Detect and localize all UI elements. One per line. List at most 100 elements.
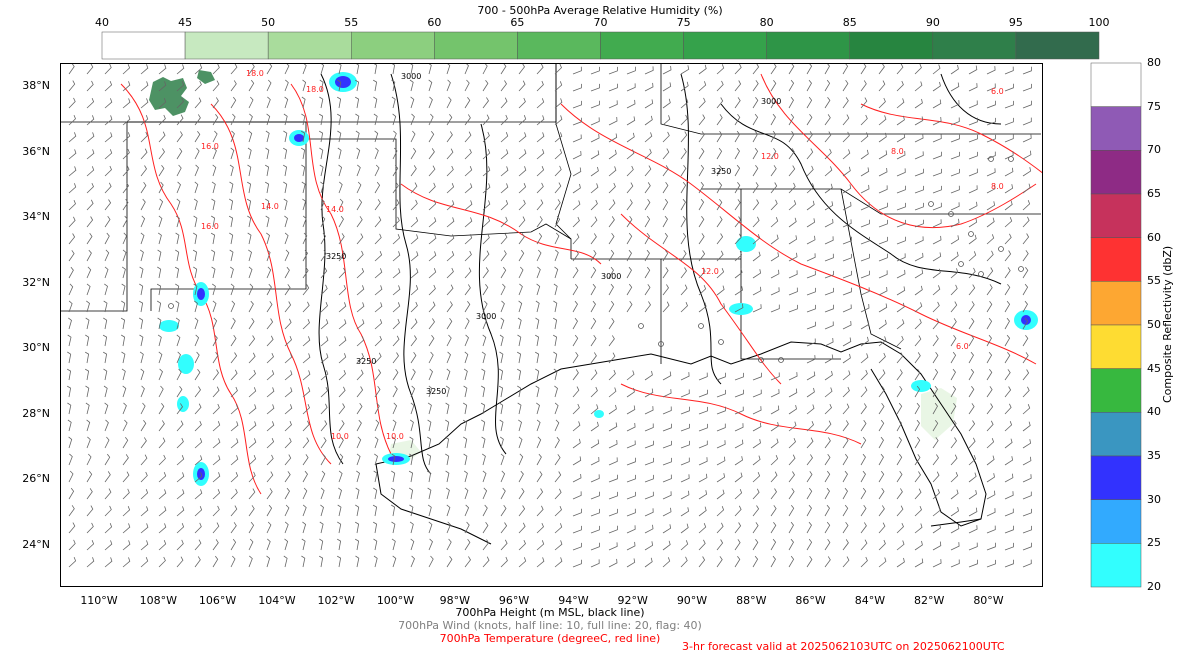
wind-barb <box>410 251 419 262</box>
wind-barb <box>860 336 869 347</box>
wind-barb <box>392 419 397 432</box>
wind-barb <box>716 556 723 568</box>
wind-barb <box>266 404 275 415</box>
wind-barb <box>698 473 708 483</box>
wind-barb <box>824 131 832 143</box>
wind-barb <box>482 317 487 330</box>
wind-barb <box>176 334 181 347</box>
wind-barb <box>338 215 344 228</box>
wind-barb <box>788 182 796 194</box>
wind-barb <box>986 168 996 177</box>
wind-barb <box>572 491 582 500</box>
wind-barb <box>462 402 468 415</box>
wind-barb <box>770 234 779 245</box>
wind-barb <box>806 355 816 364</box>
wind-barb <box>644 541 654 551</box>
wind-barb <box>428 351 434 364</box>
wind-barb <box>572 542 582 551</box>
wind-barb <box>482 487 488 500</box>
temperature-contour-label: 16.0 <box>201 222 219 231</box>
wind-barb <box>950 402 957 415</box>
wind-barb <box>842 521 849 534</box>
wind-barb <box>734 472 743 483</box>
wind-barb <box>176 64 185 75</box>
wind-barb <box>680 372 690 381</box>
wind-barb <box>698 97 706 109</box>
wind-barb <box>518 183 527 194</box>
wind-barb <box>140 181 147 194</box>
wind-barb <box>788 165 796 177</box>
wind-barb <box>788 538 794 551</box>
wind-barb <box>842 166 851 177</box>
wind-barb <box>1004 491 1014 500</box>
wind-barb <box>302 267 309 279</box>
wind-barb <box>1022 167 1032 177</box>
wind-barb <box>662 131 670 143</box>
wind-barb <box>248 438 257 449</box>
wind-barb <box>104 453 111 466</box>
wind-barb <box>194 317 199 330</box>
wind-barb <box>860 470 866 483</box>
wind-barb <box>770 287 780 296</box>
latitude-label: 32°N <box>22 275 50 289</box>
wind-barb <box>716 522 724 534</box>
wind-barb <box>212 386 220 398</box>
wind-barb <box>248 130 253 143</box>
wind-barb <box>950 284 958 296</box>
wind-barb <box>554 132 563 143</box>
wind-barb <box>950 559 960 568</box>
wind-barb <box>374 302 383 313</box>
wind-barb <box>446 234 455 245</box>
wind-barb <box>716 268 725 279</box>
wind-barb <box>372 79 378 92</box>
wind-barb <box>824 114 831 126</box>
wind-barb <box>662 82 672 92</box>
wind-barb <box>68 166 77 177</box>
wind-barb <box>122 506 131 517</box>
wind-barb <box>428 538 433 551</box>
wind-barb <box>896 150 906 160</box>
wind-barb <box>644 165 652 177</box>
wind-barb <box>446 131 453 143</box>
wind-barb <box>283 555 288 568</box>
wind-barb <box>608 352 616 364</box>
wind-barb <box>121 368 126 381</box>
wind-barb <box>284 64 290 75</box>
wind-barb <box>968 472 977 483</box>
wind-barb <box>788 287 798 296</box>
wind-barb <box>1004 100 1014 109</box>
wind-barb <box>302 470 308 483</box>
wind-barb <box>608 232 615 245</box>
wind-barb <box>1004 233 1012 245</box>
wind-barb <box>282 147 288 160</box>
wind-barb <box>156 300 162 313</box>
wind-barb <box>554 523 563 534</box>
wind-barb <box>644 457 654 466</box>
wind-barb <box>590 352 597 364</box>
wind-barb <box>626 149 635 160</box>
wind-barb <box>266 387 275 398</box>
wind-barb <box>535 368 540 381</box>
wind-barb <box>374 233 382 245</box>
reflectivity-tick-label: 25 <box>1147 536 1161 550</box>
wind-barb <box>626 405 636 415</box>
wind-barb <box>104 132 113 143</box>
wind-barb <box>698 523 707 534</box>
wind-barb <box>608 66 618 75</box>
wind-barb <box>950 334 957 347</box>
wind-barb <box>194 114 201 126</box>
wind-barb <box>986 284 993 296</box>
wind-barb <box>932 402 938 415</box>
wind-barb <box>1004 250 1012 262</box>
wind-barb <box>914 488 922 500</box>
wind-barb <box>536 453 542 466</box>
humidity-colorbar-segment <box>849 31 934 60</box>
wind-barb <box>140 540 149 551</box>
wind-barb <box>842 270 852 279</box>
wind-barb <box>824 504 830 517</box>
wind-barb <box>878 505 885 517</box>
wind-barb <box>932 301 940 313</box>
wind-barb <box>158 198 164 211</box>
wind-barb <box>410 182 418 194</box>
reflectivity-tick-label: 65 <box>1147 187 1161 200</box>
